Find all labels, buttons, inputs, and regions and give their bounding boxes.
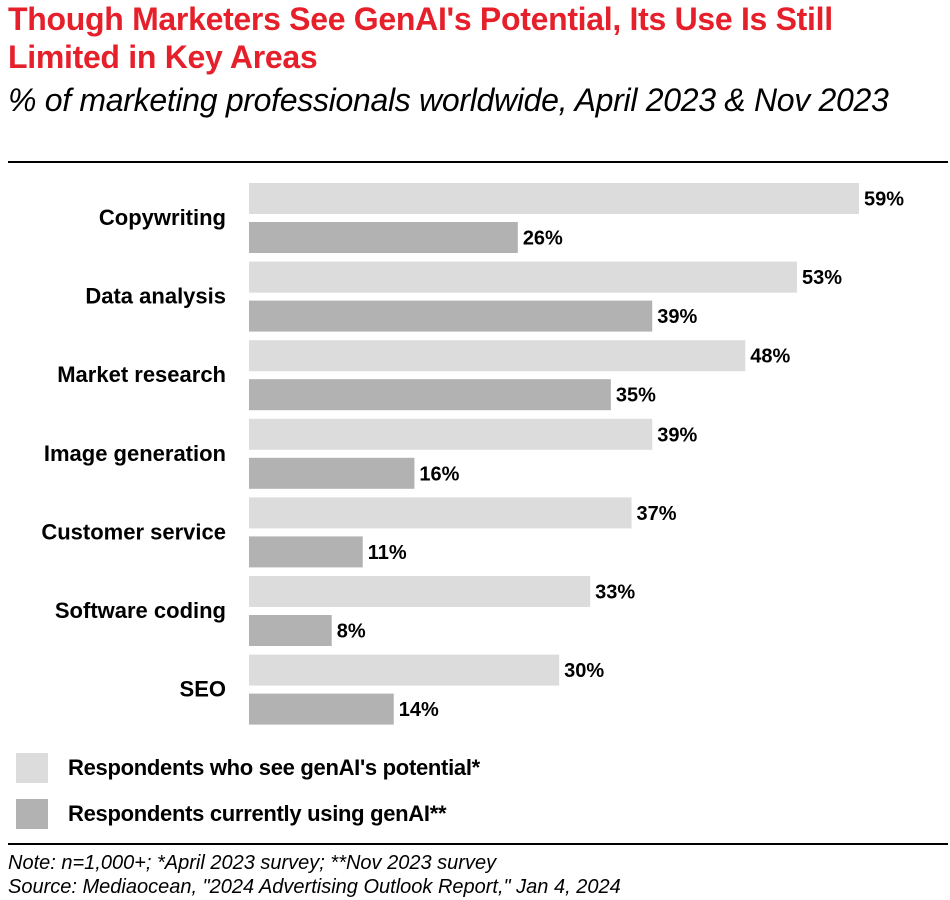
bar-image-generation-using [249,457,415,489]
chart-title: Though Marketers See GenAI's Potential, … [8,1,833,75]
bar-image-generation-potential [249,418,653,450]
legend-label-using: Respondents currently using genAI** [68,801,447,826]
value-label-software-coding-potential: 33% [595,582,635,604]
category-label-image-generation: Image generation [44,441,226,466]
category-label-copywriting: Copywriting [99,205,226,230]
value-label-data-analysis-using: 39% [657,306,697,328]
chart-subtitle: % of marketing professionals worldwide, … [8,82,889,118]
value-label-copywriting-using: 26% [523,228,563,250]
bar-market-research-potential [249,340,746,372]
bottom-divider [8,843,948,845]
bar-customer-service-potential [249,497,632,529]
value-label-data-analysis-potential: 53% [802,267,842,289]
value-label-image-generation-using: 16% [419,463,459,485]
source-note: Source: Mediaocean, "2024 Advertising Ou… [8,876,621,898]
legend-item-using: Respondents currently using genAI** [16,799,447,829]
value-label-seo-potential: 30% [564,660,604,682]
bar-chart: Copywriting 59% 26% Data analysis 53% 39% Mark… [41,183,904,725]
top-divider [8,161,948,163]
category-label-software-coding: Software coding [55,598,226,623]
bar-data-analysis-potential [249,261,797,293]
value-label-seo-using: 14% [399,699,439,721]
category-label-seo: SEO [180,677,226,702]
value-label-market-research-potential: 48% [750,346,790,368]
bar-seo-potential [249,654,560,686]
bar-data-analysis-using [249,300,653,332]
value-label-market-research-using: 35% [616,385,656,407]
bar-market-research-using [249,379,611,411]
bar-copywriting-potential [249,183,859,214]
category-label-data-analysis: Data analysis [85,284,226,309]
value-label-copywriting-potential: 59% [864,189,904,211]
value-label-software-coding-using: 8% [337,621,366,643]
bar-customer-service-using [249,536,363,568]
bar-software-coding-potential [249,576,591,607]
value-label-customer-service-using: 11% [368,542,407,564]
bar-software-coding-using [249,615,332,646]
category-label-market-research: Market research [57,362,226,387]
bar-seo-using [249,693,394,725]
legend-swatch-potential [16,753,48,783]
value-label-image-generation-potential: 39% [657,424,697,446]
value-label-customer-service-potential: 37% [637,503,677,525]
legend-label-potential: Respondents who see genAI's potential* [68,755,480,780]
bar-copywriting-using [249,222,518,253]
legend-swatch-using [16,799,48,829]
legend-item-potential: Respondents who see genAI's potential* [16,753,480,783]
category-label-customer-service: Customer service [41,519,226,544]
footnote: Note: n=1,000+; *April 2023 survey; **No… [8,852,497,874]
